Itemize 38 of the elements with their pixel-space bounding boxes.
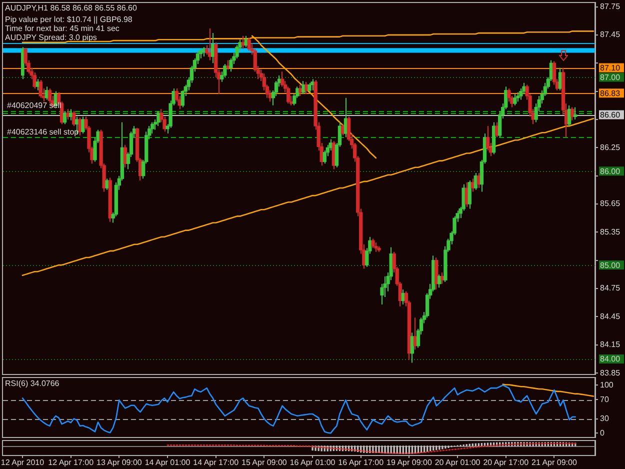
y-tick-label: 87.45 [600, 30, 621, 40]
x-tick-label: 21 Apr 09:00 [532, 458, 578, 468]
x-tick-label: 19 Apr 09:00 [386, 458, 432, 468]
annotation: Time for next bar: 45 min 41 sec [5, 24, 120, 34]
chart-title: AUDJPY,H1 86.58 86.68 86.55 86.60 [5, 4, 138, 13]
x-tick-label: 15 Apr 09:00 [242, 458, 288, 468]
x-tick-label: 16 Apr 01:00 [290, 458, 336, 468]
ref-line-label: #40623146 sell stop [7, 127, 80, 136]
y-tick-label: 70 [600, 394, 610, 404]
y-tick-label: 84.15 [600, 340, 621, 350]
x-tick-label: 13 Apr 09:00 [96, 458, 142, 468]
ref-line-label: 86.83 [600, 88, 621, 98]
y-tick-label: 84.75 [600, 284, 621, 293]
x-tick-label: 20 Apr 01:00 [434, 458, 481, 468]
ref-line-label: 85.00 [600, 260, 621, 270]
ref-line-label: 87.00 [600, 72, 621, 82]
x-tick-label: 14 Apr 17:00 [193, 458, 240, 468]
x-tick-label: 14 Apr 01:00 [144, 458, 191, 468]
y-tick-label: 87.75 [600, 2, 621, 11]
x-tick-label: 12 Apr 17:00 [48, 458, 94, 468]
annotation: Pip value per lot: $10.74 || GBP6.98 [5, 15, 133, 24]
x-tick-label: 12 Apr 2010 [0, 458, 45, 468]
ref-line-label: 86.00 [600, 166, 621, 176]
y-tick-label: 86.25 [600, 142, 621, 152]
y-tick-label: 84.45 [600, 312, 621, 321]
y-tick-label: 100 [600, 380, 614, 390]
ref-line-label: 86.60 [600, 110, 621, 120]
y-tick-label: 83.85 [600, 368, 621, 378]
x-tick-label: 20 Apr 17:00 [483, 458, 530, 468]
ref-line-label: 84.00 [600, 354, 621, 364]
y-tick-label: 85.35 [600, 227, 621, 236]
y-tick-label: 0 [600, 428, 605, 438]
x-tick-label: 16 Apr 17:00 [338, 458, 384, 468]
annotation: AUDJPY Spread: 3.0 pips [5, 33, 97, 42]
chart-title: RSI(6) 34.0766 [5, 379, 60, 388]
y-tick-label: 30 [600, 414, 610, 423]
ref-line-label: 87.10 [600, 64, 621, 73]
y-tick-label: 85.65 [600, 199, 621, 208]
